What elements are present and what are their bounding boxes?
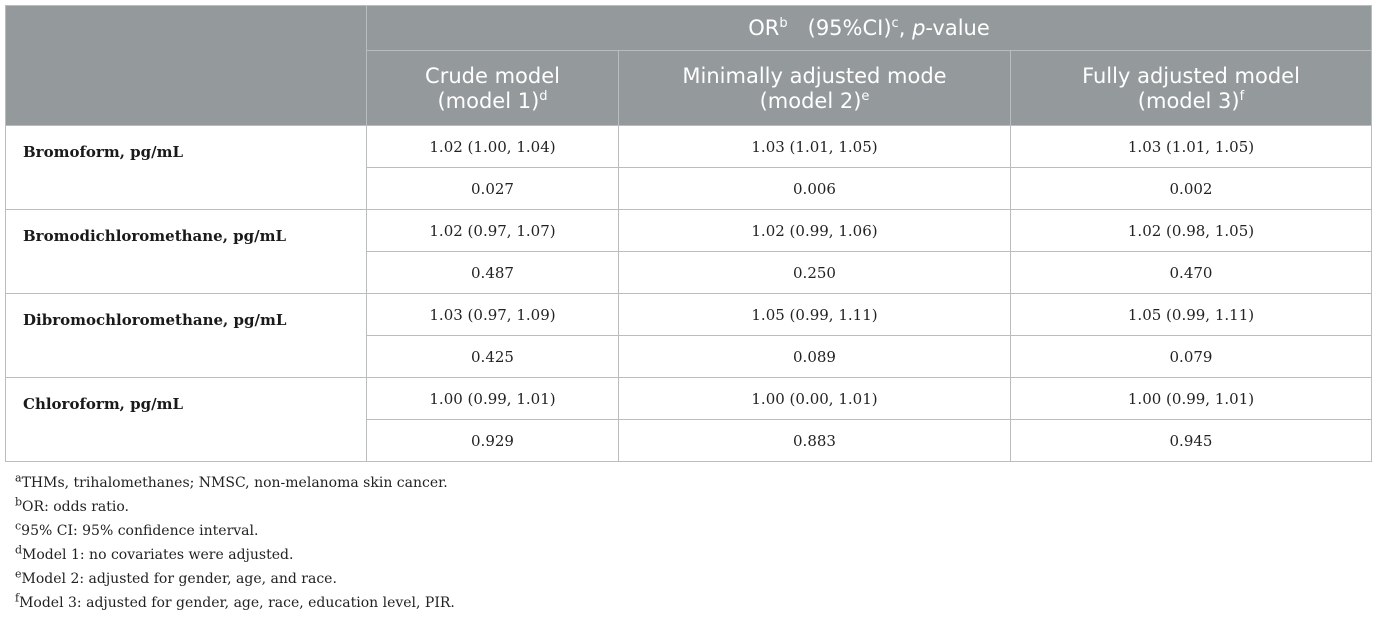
table-row: 0.929 0.883 0.945 [6, 419, 1372, 462]
or-cell: 1.00 (0.99, 1.01) [1010, 377, 1372, 420]
model-2-line1: Minimally adjusted mode [682, 64, 947, 88]
footnote: fModel 3: adjusted for gender, age, race… [15, 592, 455, 616]
row-label: Chloroform, pg/mL [5, 377, 367, 462]
p-cell: 0.470 [1010, 251, 1372, 294]
p-cell: 0.487 [366, 251, 619, 294]
or-cell: 1.03 (0.97, 1.09) [366, 293, 619, 336]
p-cell: 0.425 [366, 335, 619, 378]
header-blank-cell [5, 5, 367, 126]
footnote-sup: f [15, 591, 20, 605]
or-sup: b [779, 16, 788, 31]
table-row: Dibromochloromethane, pg/mL 1.03 (0.97, … [5, 293, 1372, 378]
or-cell: 1.05 (0.99, 1.11) [618, 293, 1011, 336]
model-1-line1: Crude model [425, 64, 560, 88]
footnote: aTHMs, trihalomethanes; NMSC, non-melano… [15, 472, 455, 496]
footnote-sup: a [15, 471, 22, 485]
model-3-sup: f [1239, 89, 1245, 104]
model-1-sup: d [539, 89, 548, 104]
p-cell: 0.089 [618, 335, 1011, 378]
row-label: Bromoform, pg/mL [5, 125, 367, 210]
footnote: bOR: odds ratio. [15, 496, 455, 520]
p-cell: 0.250 [618, 251, 1011, 294]
p-cell: 0.945 [1010, 419, 1372, 462]
table-row: Chloroform, pg/mL 1.00 (0.99, 1.01) 1.00… [5, 377, 1372, 462]
footnote-text: THMs, trihalomethanes; NMSC, non-melanom… [21, 475, 448, 491]
p-cell: 0.079 [1010, 335, 1372, 378]
header-row-models: Crude model (model 1)d Minimally adjusted… [6, 50, 1372, 126]
footnotes: aTHMs, trihalomethanes; NMSC, non-melano… [15, 472, 455, 616]
footnote: eModel 2: adjusted for gender, age, and … [15, 568, 455, 592]
table-row: 0.487 0.250 0.470 [6, 251, 1372, 294]
model-1-line2: (model 1) [437, 89, 540, 113]
model-3-line2: (model 3) [1137, 89, 1240, 113]
header-model-1: Crude model (model 1)d [366, 50, 619, 126]
footnote-sup: b [15, 495, 23, 509]
or-cell: 1.00 (0.99, 1.01) [366, 377, 619, 420]
or-cell: 1.02 (0.97, 1.07) [366, 209, 619, 252]
p-cell: 0.006 [618, 167, 1011, 210]
table-row: Bromodichloromethane, pg/mL 1.02 (0.97, … [5, 209, 1372, 294]
row-label: Dibromochloromethane, pg/mL [5, 293, 367, 378]
table-row: 0.027 0.006 0.002 [6, 167, 1372, 210]
p-italic: p [912, 16, 926, 40]
p-cell: 0.027 [366, 167, 619, 210]
footnote: dModel 1: no covariates were adjusted. [15, 544, 455, 568]
or-cell: 1.02 (0.99, 1.06) [618, 209, 1011, 252]
p-rest: -value [925, 16, 990, 40]
footnote-text: 95% CI: 95% confidence interval. [21, 523, 259, 539]
ci-label: (95%CI) [807, 16, 892, 40]
footnote-sup: e [15, 567, 22, 581]
model-3-line1: Fully adjusted model [1082, 64, 1300, 88]
table-row: 0.425 0.089 0.079 [6, 335, 1372, 378]
header-model-2: Minimally adjusted mode (model 2)e [618, 50, 1011, 126]
footnote-text: OR: odds ratio. [22, 499, 129, 515]
or-label: OR [748, 16, 780, 40]
footnote-text: Model 3: adjusted for gender, age, race,… [19, 595, 455, 611]
footnote-text: Model 1: no covariates were adjusted. [22, 547, 294, 563]
ci-sup: c [891, 16, 899, 31]
model-2-sup: e [861, 89, 870, 104]
results-table-container: ORb (95%CI)c, p-value Crude model (model … [5, 5, 1372, 462]
or-cell: 1.03 (1.01, 1.05) [618, 125, 1011, 168]
or-cell: 1.03 (1.01, 1.05) [1010, 125, 1372, 168]
p-cell: 0.883 [618, 419, 1011, 462]
header-or-ci-p: ORb (95%CI)c, p-value [366, 5, 1372, 51]
footnote-text: Model 2: adjusted for gender, age, and r… [21, 571, 337, 587]
header-row-top: ORb (95%CI)c, p-value [5, 5, 1372, 126]
row-label: Bromodichloromethane, pg/mL [5, 209, 367, 294]
or-cell: 1.02 (0.98, 1.05) [1010, 209, 1372, 252]
model-2-line2: (model 2) [759, 89, 862, 113]
or-cell: 1.02 (1.00, 1.04) [366, 125, 619, 168]
odds-ratio-table: ORb (95%CI)c, p-value Crude model (model … [5, 5, 1372, 462]
or-cell: 1.00 (0.00, 1.01) [618, 377, 1011, 420]
table-row: Bromoform, pg/mL 1.02 (1.00, 1.04) 1.03 … [5, 125, 1372, 210]
or-cell: 1.05 (0.99, 1.11) [1010, 293, 1372, 336]
footnote-sup: c [15, 519, 22, 533]
p-cell: 0.929 [366, 419, 619, 462]
header-sep: , [898, 16, 913, 40]
p-cell: 0.002 [1010, 167, 1372, 210]
footnote: c95% CI: 95% confidence interval. [15, 520, 455, 544]
footnote-sup: d [15, 543, 23, 557]
header-model-3: Fully adjusted model (model 3)f [1010, 50, 1372, 126]
